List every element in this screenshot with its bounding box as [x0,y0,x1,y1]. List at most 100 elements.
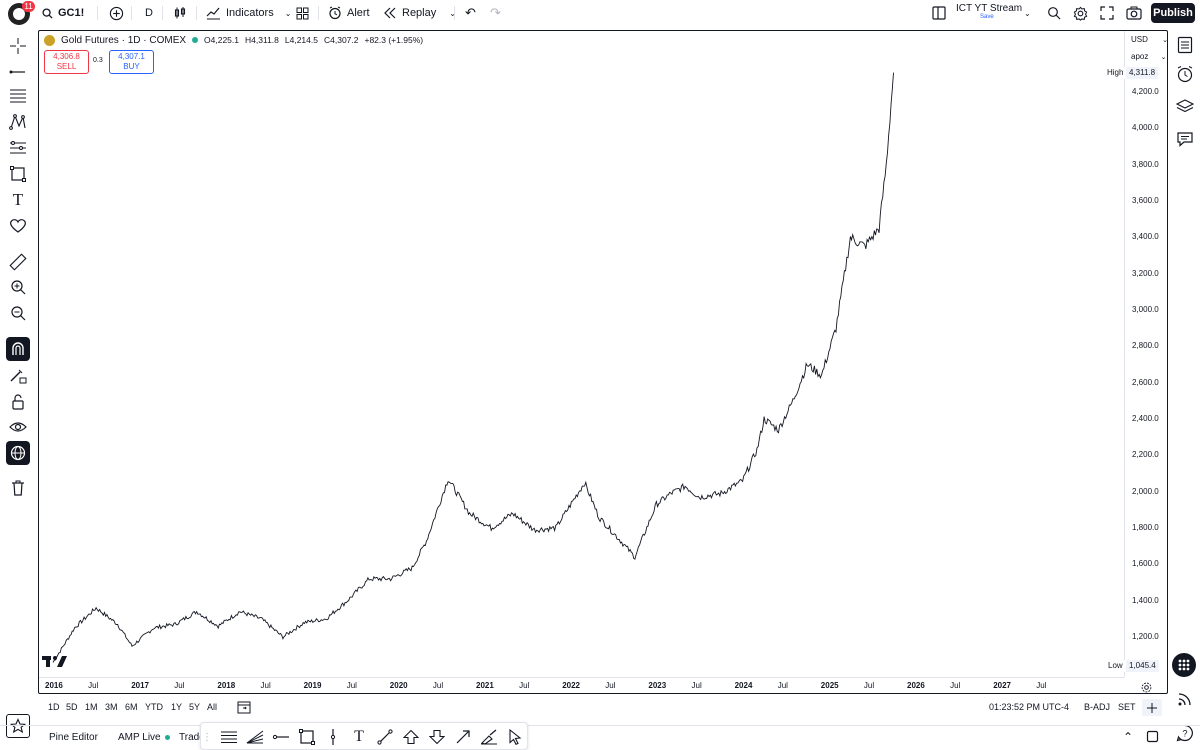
brush-button[interactable] [479,727,499,747]
favorites-button[interactable] [6,714,30,738]
text-icon: T [12,190,24,209]
tab-pine-editor[interactable]: Pine Editor [49,732,98,743]
measure-tool[interactable] [6,250,30,274]
arrow-up-button[interactable] [401,727,421,747]
hide-drawings-tool[interactable] [6,415,30,439]
buy-button[interactable]: 4,307.1 BUY [109,50,154,74]
crosshair-tool[interactable] [6,34,30,58]
pattern-tool[interactable] [6,110,30,134]
drag-handle[interactable]: ⋮ [202,727,212,747]
stay-in-drawing-mode-tool[interactable] [6,364,30,388]
sell-button[interactable]: 4,306.8 SELL [44,50,89,74]
object-tree-button[interactable] [1174,96,1196,118]
chart-type-button[interactable] [173,3,187,23]
watchlist-icon [1177,36,1193,54]
scale-settings-button[interactable] [1141,680,1152,698]
session-toggle[interactable]: SET [1118,702,1136,712]
price-scale[interactable]: USD ⌄ apoz ⌄ 4,200.0 4,000.0 3,800.0 3,600.… [1124,31,1168,677]
range-button-1y[interactable]: 1Y [171,702,183,712]
arrow-marker-button[interactable] [453,727,473,747]
symbol-search-button[interactable]: GC1! [42,3,84,23]
range-button-1d[interactable]: 1D [48,702,60,712]
tab-amp-live[interactable]: AMP Live [118,732,171,743]
more-apps-button[interactable] [1172,653,1196,677]
sync-drawings-tool[interactable] [6,441,30,465]
forecasting-tool[interactable] [6,136,30,160]
text-button[interactable]: T [349,727,369,747]
zoom-in-tool[interactable] [6,275,30,299]
vertical-line-button[interactable] [323,727,343,747]
range-button-all[interactable]: All [207,702,218,712]
templates-button[interactable] [296,3,309,23]
trend-line-tool[interactable] [6,60,30,84]
icon-tool[interactable] [6,214,30,238]
shape-tool[interactable] [6,162,30,186]
snapshot-button[interactable] [1126,3,1142,23]
brush-icon [480,729,498,745]
signal-button[interactable] [1174,688,1196,710]
settings-button[interactable] [1073,3,1088,23]
interval-button[interactable]: D [145,3,153,23]
alert-button[interactable]: Alert [328,3,370,23]
chevron-down-icon: ⌄ [1024,8,1031,18]
compare-symbol-button[interactable] [109,3,124,23]
redo-button[interactable]: ↷ [490,3,501,23]
help-button[interactable]: ? [1174,722,1196,744]
fib-tool-button[interactable] [219,727,239,747]
maximize-panel-button[interactable] [1146,730,1159,746]
layout-menu-button[interactable]: ⌄ [1024,3,1031,23]
time-tick-label: 2025 [820,681,839,690]
indicators-button[interactable]: Indicators ⌄ [206,3,291,23]
adjustment-toggle[interactable]: B-ADJ [1084,702,1111,712]
layout-name[interactable]: ICT YT Stream [956,3,1023,14]
watchlist-button[interactable] [1174,34,1196,56]
chart-pane[interactable] [38,30,1168,694]
gold-logo-icon [44,34,55,46]
text-tool[interactable]: T [6,188,30,212]
publish-button[interactable]: Publish [1151,3,1195,23]
fullscreen-button[interactable] [1100,3,1114,23]
remove-drawings-tool[interactable] [6,476,30,500]
trash-icon [11,480,25,496]
scale-mode-selector[interactable]: apoz ⌄ [1131,52,1166,61]
time-scale[interactable]: 2016 Jul 2017 Jul 2018 Jul 2019 Jul 2020 Jul 2021 J… [39,677,1124,693]
collapse-panel-button[interactable]: ⌃ [1123,730,1133,744]
range-button-ytd[interactable]: YTD [145,702,163,712]
lock-drawings-tool[interactable] [6,390,30,414]
range-button-5d[interactable]: 5D [66,702,78,712]
tab-trade[interactable]: Trade [179,732,205,743]
time-tick-label: 2019 [303,681,322,690]
range-button-6m[interactable]: 6M [125,702,138,712]
alerts-panel-button[interactable] [1174,63,1196,85]
layout-toggle-button[interactable] [932,3,946,23]
legend-title[interactable]: Gold Futures · 1D · COMEX [61,34,187,46]
fib-fan-button[interactable] [245,727,265,747]
fib-retracement-tool[interactable] [6,84,30,108]
price-chart[interactable] [39,31,1124,677]
currency-selector[interactable]: USD ⌄ [1131,35,1168,44]
floating-drawing-toolbar: ⋮ T [200,722,528,750]
high-marker-label: High [1104,67,1127,79]
price-tick-label: 2,200.0 [1132,450,1159,460]
horizontal-ray-button[interactable] [271,727,291,747]
trend-line-button[interactable] [375,727,395,747]
arrow-up-icon [403,729,419,745]
percent-scale-toggle[interactable] [1142,699,1162,716]
goto-date-button[interactable] [237,700,251,716]
quick-search-button[interactable] [1047,3,1061,23]
rectangle-button[interactable] [297,727,317,747]
range-button-1m[interactable]: 1M [85,702,98,712]
magnet-mode-tool[interactable] [6,337,30,361]
range-button-5y[interactable]: 5Y [189,702,201,712]
zoom-out-tool[interactable] [6,301,30,325]
cursor-button[interactable] [505,727,525,747]
undo-button[interactable]: ↶ [465,3,476,23]
arrow-diagonal-icon [455,729,471,745]
time-tick-label: 2016 [45,681,63,690]
clock-display[interactable]: 01:23:52 PM UTC-4 [989,702,1070,712]
range-button-3m[interactable]: 3M [105,702,118,712]
chats-button[interactable] [1174,128,1196,150]
time-tick-label: 2018 [217,681,236,690]
replay-button[interactable]: Replay ⌄ [383,3,456,23]
arrow-down-button[interactable] [427,727,447,747]
